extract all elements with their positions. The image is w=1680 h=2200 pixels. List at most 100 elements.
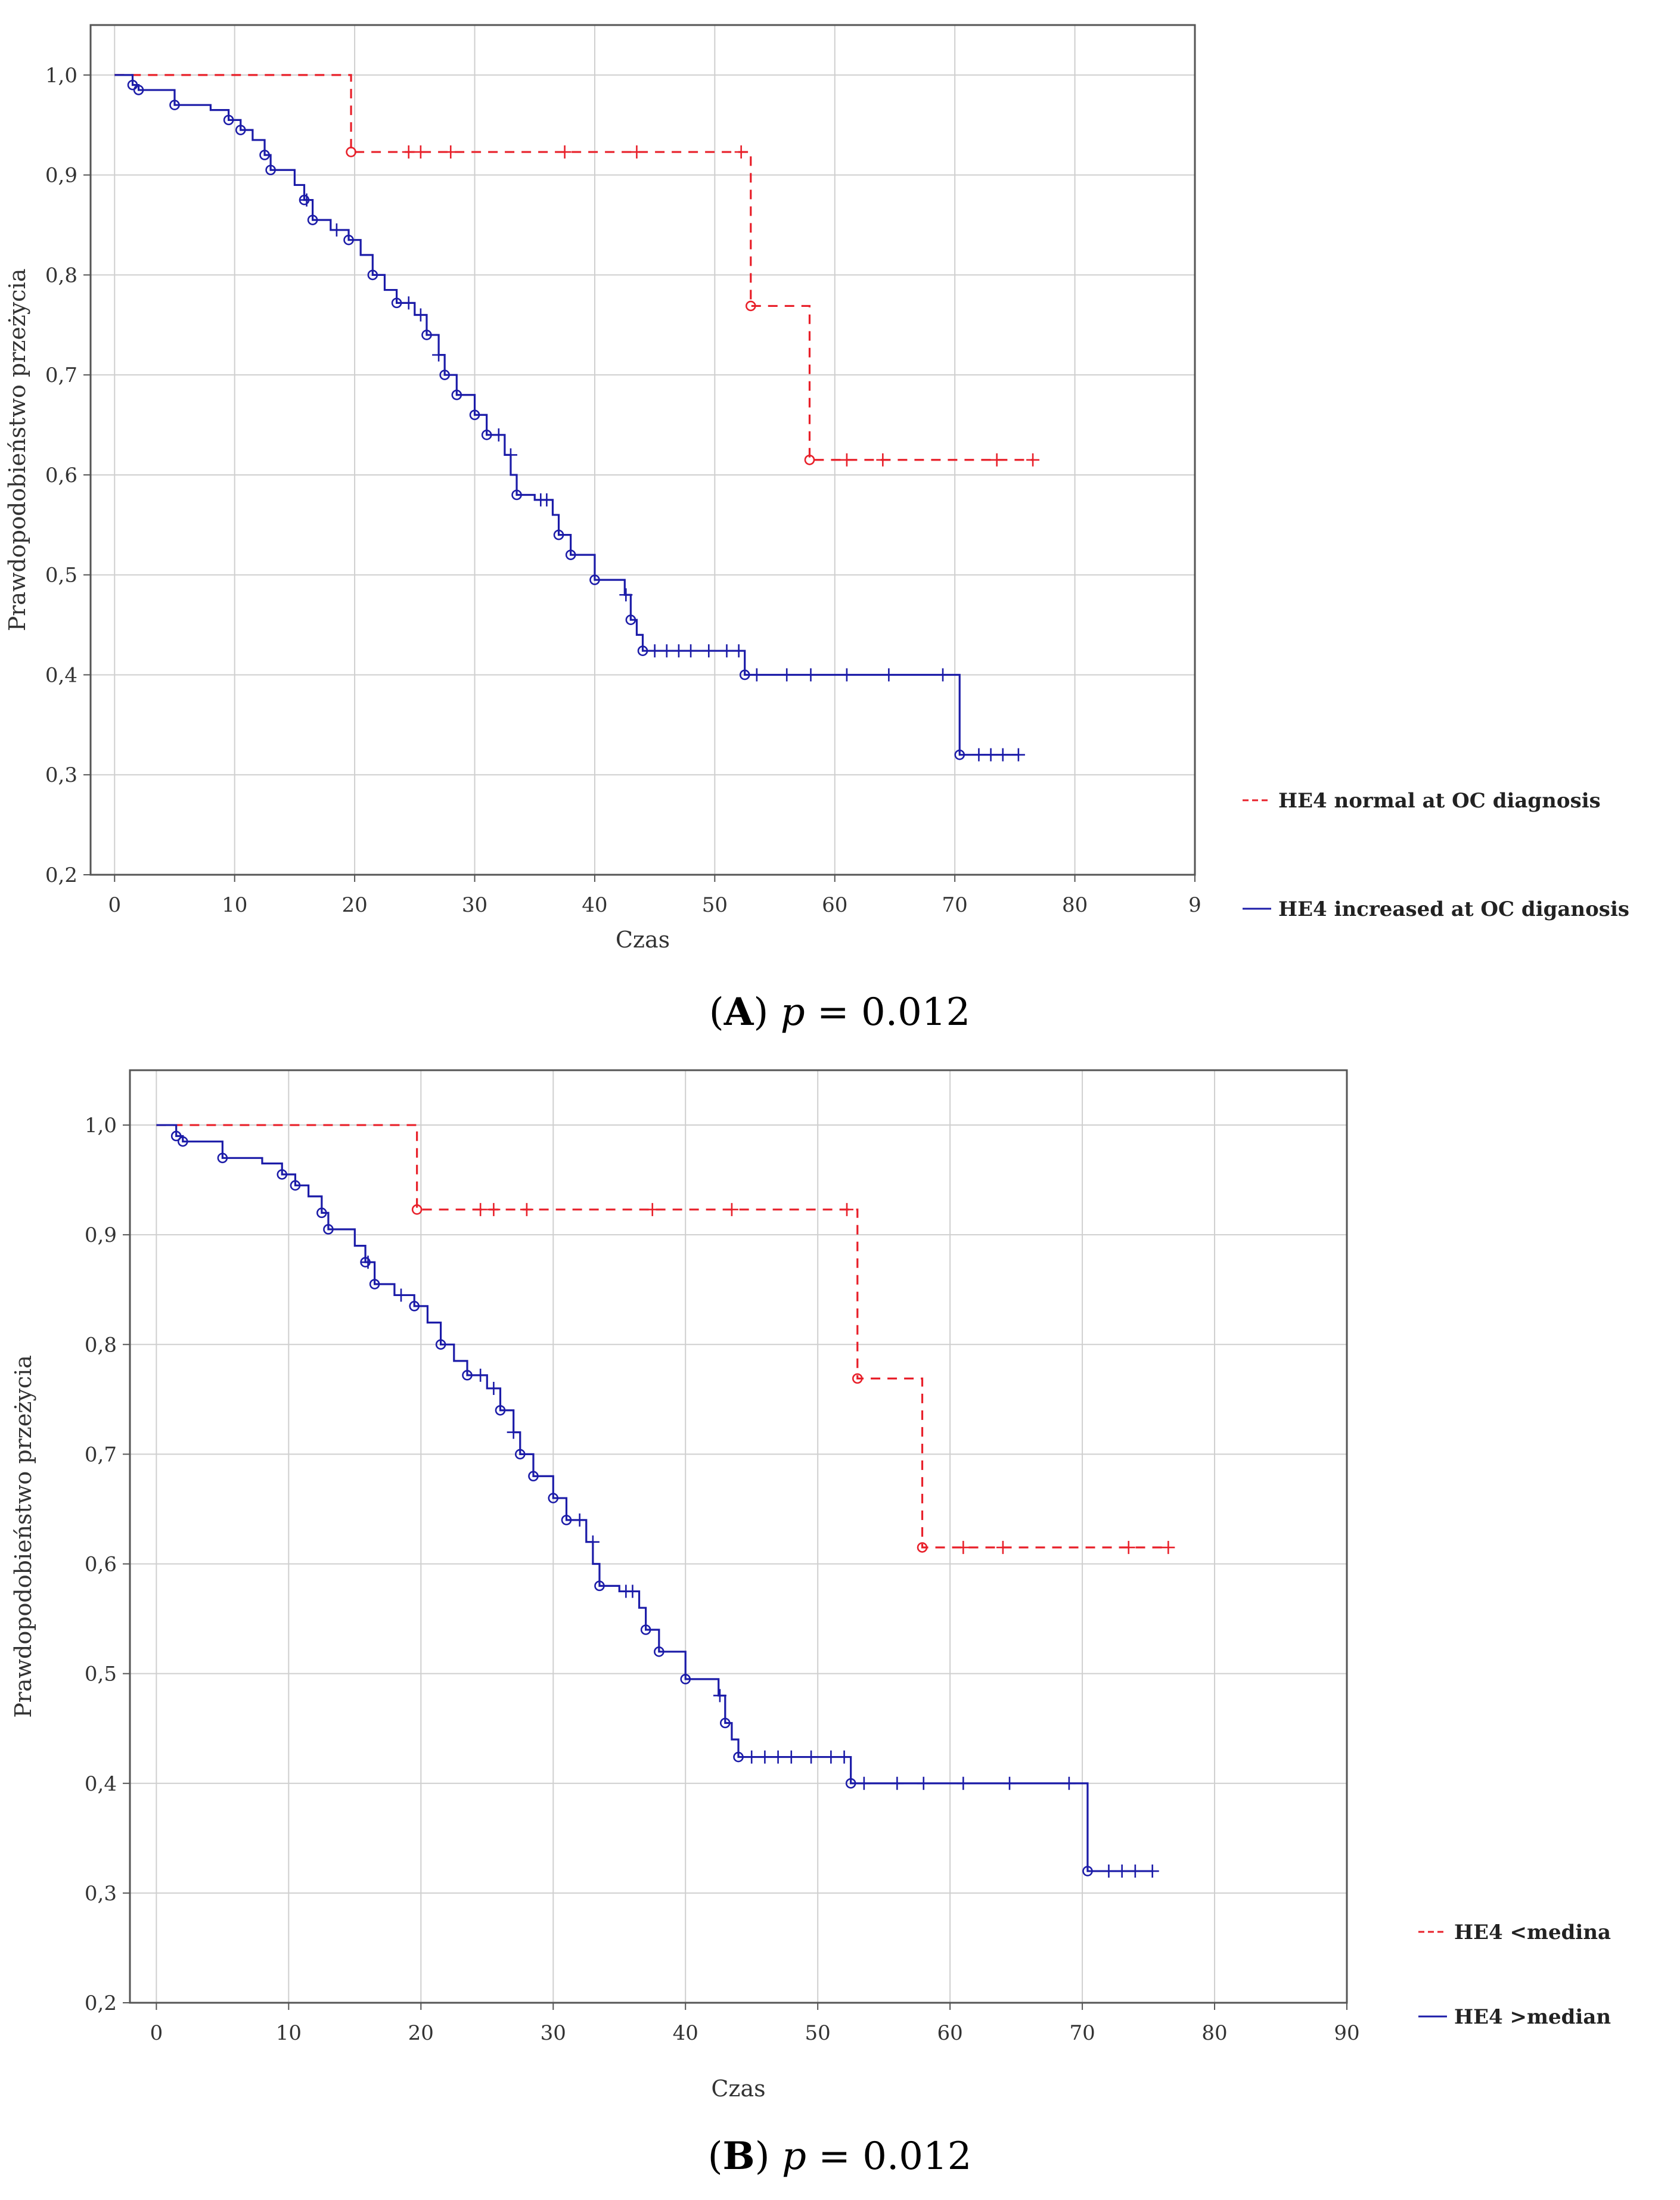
- event-marker: [733, 1751, 744, 1763]
- censor-marker: [840, 668, 853, 682]
- x-tick-label: 60: [822, 893, 847, 917]
- censor-marker: [684, 644, 698, 658]
- censor-marker: [890, 1776, 904, 1790]
- event-marker: [411, 1204, 423, 1215]
- event-marker: [845, 1778, 856, 1789]
- legend-label: HE4 <medina: [1454, 1921, 1611, 1944]
- y-tick-label: 0,8: [45, 263, 77, 287]
- x-tick-label: 70: [1069, 2021, 1095, 2045]
- censor-marker: [1003, 1776, 1017, 1790]
- censor-marker: [507, 1425, 520, 1439]
- event-marker: [514, 1449, 526, 1460]
- censor-marker: [996, 748, 1010, 762]
- censor-marker: [540, 493, 554, 507]
- event-marker: [720, 1717, 731, 1729]
- y-tick-label: 0,4: [45, 663, 77, 687]
- km-chart-a: 0 10 20 30 40 50 60 70 80 9 0,2 0,3 0,4 0,5 0,6 0,7 0,8 0…: [4, 24, 1629, 1034]
- censor-marker: [750, 668, 763, 682]
- censor-marker: [402, 145, 415, 159]
- x-axis-title: Czas: [711, 2075, 765, 2102]
- plot-border: [129, 1069, 1348, 2004]
- event-marker: [1082, 1866, 1093, 1876]
- y-tick-label: 0,8: [85, 1333, 117, 1357]
- x-tick-label: 0: [108, 893, 121, 917]
- event-marker: [954, 749, 965, 760]
- y-tick-label: 0,3: [85, 1882, 117, 1906]
- censor-marker: [882, 668, 896, 682]
- x-tick-label: 10: [276, 2021, 302, 2045]
- event-marker: [637, 645, 648, 657]
- censor-marker: [1062, 1776, 1076, 1790]
- x-tick-label: 70: [942, 893, 968, 917]
- event-marker: [421, 330, 432, 340]
- event-marker: [435, 1339, 446, 1350]
- censor-marker: [573, 1513, 586, 1527]
- censor-marker: [474, 1202, 487, 1216]
- censor-marker: [957, 1540, 970, 1554]
- censor-marker: [745, 1750, 759, 1764]
- x-tick-label: 80: [1201, 2021, 1227, 2045]
- censor-marker: [857, 1776, 871, 1790]
- event-marker: [654, 1646, 664, 1657]
- event-marker: [852, 1373, 863, 1384]
- censor-marker: [645, 1202, 659, 1216]
- censor-marker: [300, 193, 313, 207]
- censor-marker: [630, 145, 644, 159]
- x-tick-label: 10: [222, 893, 247, 917]
- y-tick-label: 0,3: [45, 763, 77, 787]
- x-tick-label: 20: [408, 2021, 434, 2045]
- event-marker: [170, 1130, 182, 1142]
- censor-marker: [1128, 1865, 1142, 1878]
- y-tick-label: 0,6: [85, 1553, 117, 1577]
- series-increased: [156, 1124, 1159, 1878]
- y-tick-label: 0,2: [45, 863, 77, 887]
- censor-marker: [474, 1368, 487, 1382]
- censor-marker: [972, 748, 986, 762]
- event-marker: [565, 549, 576, 560]
- y-axis-title: Prawdopodobieństwo przeżycia: [4, 269, 30, 632]
- event-marker: [561, 1515, 572, 1525]
- censor-marker: [824, 1750, 838, 1764]
- x-tick-label: 80: [1062, 893, 1088, 917]
- x-axis-title: Czas: [616, 927, 670, 953]
- censor-marker: [804, 668, 818, 682]
- censor-marker: [784, 1750, 798, 1764]
- event-marker: [133, 85, 144, 95]
- censor-marker: [492, 428, 505, 442]
- censor-marker: [361, 1256, 375, 1269]
- y-axis-title: Prawdopodobieństwo przeżycia: [10, 1355, 36, 1718]
- event-marker: [316, 1207, 327, 1219]
- x-tick-label: 50: [702, 893, 728, 917]
- censor-marker: [780, 668, 794, 682]
- censor-marker: [444, 145, 458, 159]
- censor-marker: [395, 1288, 408, 1302]
- x-tick-label: 0: [150, 2021, 163, 2045]
- censor-marker: [626, 1584, 639, 1598]
- event-marker: [548, 1493, 559, 1503]
- survival-curve: [114, 74, 1033, 461]
- censor-marker: [520, 1202, 533, 1216]
- event-marker: [346, 147, 356, 157]
- y-tick-label: 0,5: [85, 1663, 117, 1686]
- censor-marker: [734, 145, 748, 159]
- event-marker: [804, 454, 815, 465]
- censor-marker: [648, 644, 662, 658]
- event-marker: [511, 489, 522, 501]
- event-marker: [745, 300, 756, 312]
- x-tick-label: 20: [341, 893, 367, 917]
- event-marker: [495, 1404, 506, 1416]
- event-marker: [469, 409, 480, 421]
- event-marker: [462, 1370, 473, 1381]
- survival-curve: [156, 1124, 1169, 1549]
- event-marker: [367, 269, 378, 281]
- event-marker: [640, 1624, 651, 1635]
- series-increased: [114, 74, 1025, 762]
- censor-marker: [504, 448, 517, 462]
- event-marker: [680, 1674, 691, 1685]
- censor-marker: [990, 453, 1004, 467]
- y-tick-label: 0,2: [85, 1991, 117, 2015]
- x-tick-label: 9: [1188, 893, 1201, 917]
- series-normal: [114, 74, 1040, 467]
- censor-marker: [1026, 453, 1040, 467]
